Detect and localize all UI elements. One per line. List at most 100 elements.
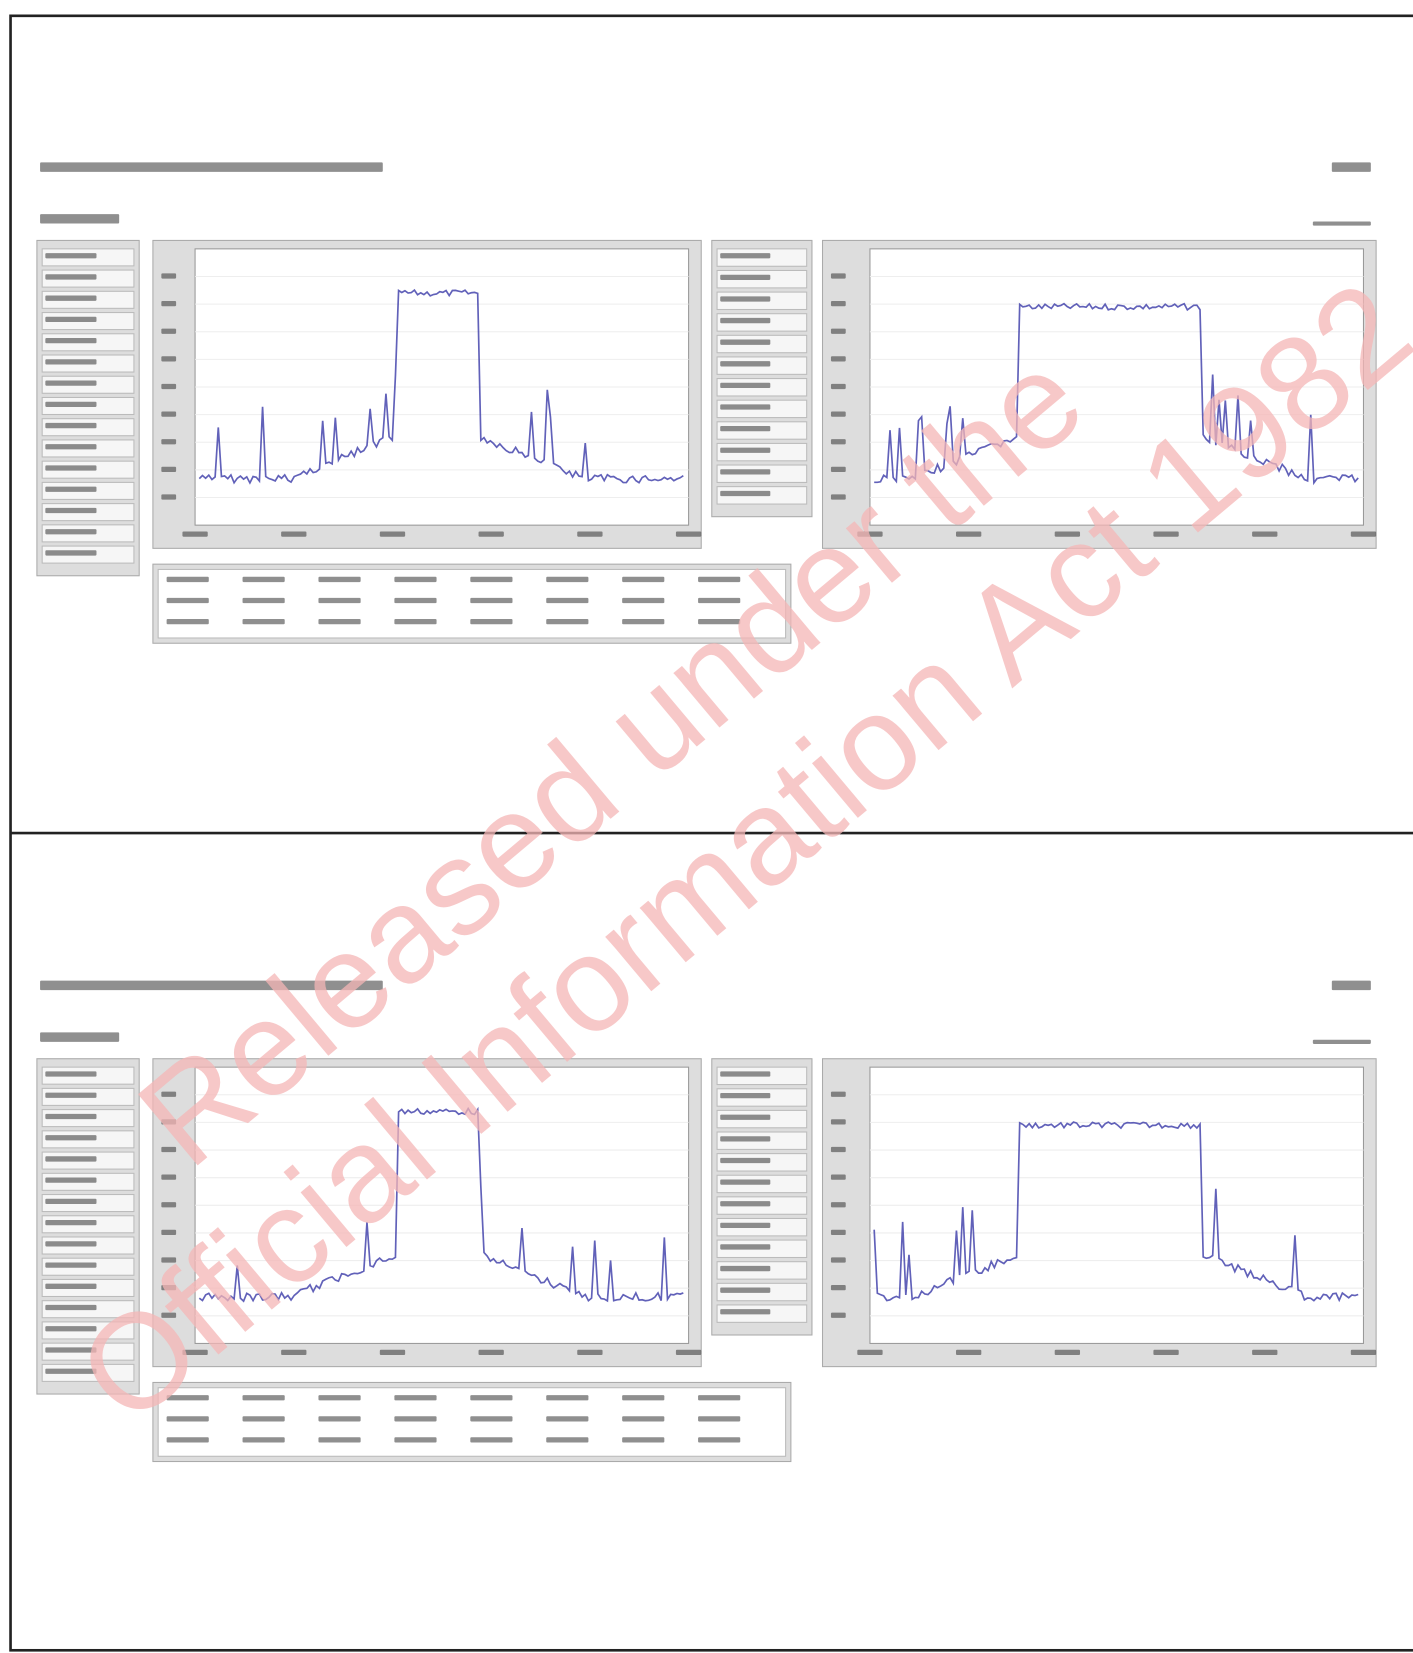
illegible-text	[720, 1114, 771, 1120]
illegible-text	[546, 576, 589, 583]
illegible-text	[45, 295, 97, 301]
illegible-text	[720, 490, 771, 497]
illegible-text	[45, 1177, 97, 1183]
illegible-text	[1252, 531, 1278, 537]
illegible-text	[1331, 980, 1371, 991]
illegible-text	[622, 618, 665, 625]
illegible-text	[394, 576, 437, 583]
illegible-text	[45, 1326, 97, 1332]
illegible-text	[394, 618, 437, 625]
illegible-text	[45, 1113, 97, 1120]
illegible-text	[698, 1395, 741, 1401]
illegible-text	[242, 1416, 285, 1422]
illegible-text	[182, 531, 208, 537]
content: Released under the Official Information …	[9, 14, 1413, 1652]
illegible-text	[40, 214, 120, 224]
illegible-text	[675, 531, 702, 537]
illegible-text	[161, 1202, 177, 1208]
illegible-text	[242, 618, 285, 625]
illegible-text	[161, 439, 177, 445]
illegible-text	[720, 382, 771, 389]
illegible-text	[161, 356, 177, 362]
illegible-text	[161, 273, 177, 279]
illegible-text	[45, 1092, 97, 1098]
illegible-text	[45, 359, 97, 365]
illegible-text	[182, 1349, 208, 1356]
illegible-text	[45, 253, 97, 259]
illegible-text	[318, 1416, 361, 1422]
illegible-text	[698, 576, 741, 583]
illegible-text	[166, 1395, 209, 1401]
trace	[873, 1121, 1359, 1303]
illegible-text	[161, 411, 177, 417]
illegible-text	[45, 274, 97, 280]
illegible-text	[720, 339, 771, 345]
illegible-text	[1054, 531, 1081, 537]
illegible-text	[720, 1265, 771, 1272]
illegible-text	[720, 447, 771, 453]
illegible-text	[394, 597, 437, 604]
illegible-text	[45, 1135, 97, 1141]
illegible-text	[720, 1179, 771, 1185]
illegible-text	[830, 328, 846, 334]
illegible-text	[161, 494, 177, 500]
illegible-text	[577, 1349, 603, 1356]
illegible-text	[720, 1244, 771, 1250]
illegible-text	[830, 439, 846, 445]
illegible-text	[161, 466, 177, 472]
illegible-text	[242, 576, 285, 583]
illegible-text	[830, 466, 846, 472]
illegible-text	[720, 1157, 771, 1164]
illegible-text	[720, 317, 771, 324]
illegible-text	[720, 1071, 771, 1077]
illegible-text	[45, 1198, 97, 1205]
illegible-text	[45, 1347, 97, 1353]
illegible-text	[830, 1174, 846, 1180]
trace	[198, 1106, 684, 1303]
illegible-text	[242, 597, 285, 604]
illegible-text	[830, 356, 846, 362]
illegible-text	[830, 1202, 846, 1208]
illegible-text	[622, 1416, 665, 1422]
illegible-text	[318, 1395, 361, 1401]
sections	[36, 162, 1377, 1463]
illegible-text	[622, 576, 665, 583]
illegible-text	[720, 1201, 771, 1207]
illegible-text	[161, 1312, 177, 1318]
illegible-text	[1312, 221, 1371, 226]
illegible-text	[830, 273, 846, 279]
illegible-text	[379, 1349, 406, 1356]
illegible-text	[546, 618, 589, 625]
illegible-text	[830, 1229, 846, 1236]
illegible-text	[720, 274, 771, 280]
illegible-text	[470, 1395, 513, 1401]
illegible-text	[830, 1257, 846, 1263]
illegible-text	[394, 1416, 437, 1422]
illegible-text	[161, 328, 177, 334]
illegible-text	[546, 1416, 589, 1422]
illegible-text	[830, 383, 846, 390]
illegible-text	[166, 1416, 209, 1422]
illegible-text	[577, 531, 603, 537]
illegible-text	[318, 597, 361, 604]
illegible-text	[720, 1092, 771, 1099]
illegible-text	[857, 531, 883, 537]
illegible-text	[956, 531, 982, 537]
illegible-text	[45, 1156, 97, 1162]
illegible-text	[720, 1309, 771, 1315]
illegible-text	[45, 422, 97, 429]
illegible-text	[698, 1416, 741, 1422]
illegible-text	[40, 1032, 120, 1042]
illegible-text	[45, 1219, 97, 1226]
illegible-text	[720, 253, 771, 259]
illegible-text	[830, 411, 846, 417]
illegible-text	[675, 1349, 702, 1356]
illegible-text	[470, 618, 513, 625]
illegible-text	[45, 401, 97, 407]
illegible-text	[166, 597, 209, 604]
illegible-text	[40, 162, 383, 172]
illegible-text	[45, 316, 97, 323]
illegible-text	[720, 1136, 771, 1142]
illegible-text	[161, 1285, 177, 1291]
illegible-text	[394, 1395, 437, 1401]
